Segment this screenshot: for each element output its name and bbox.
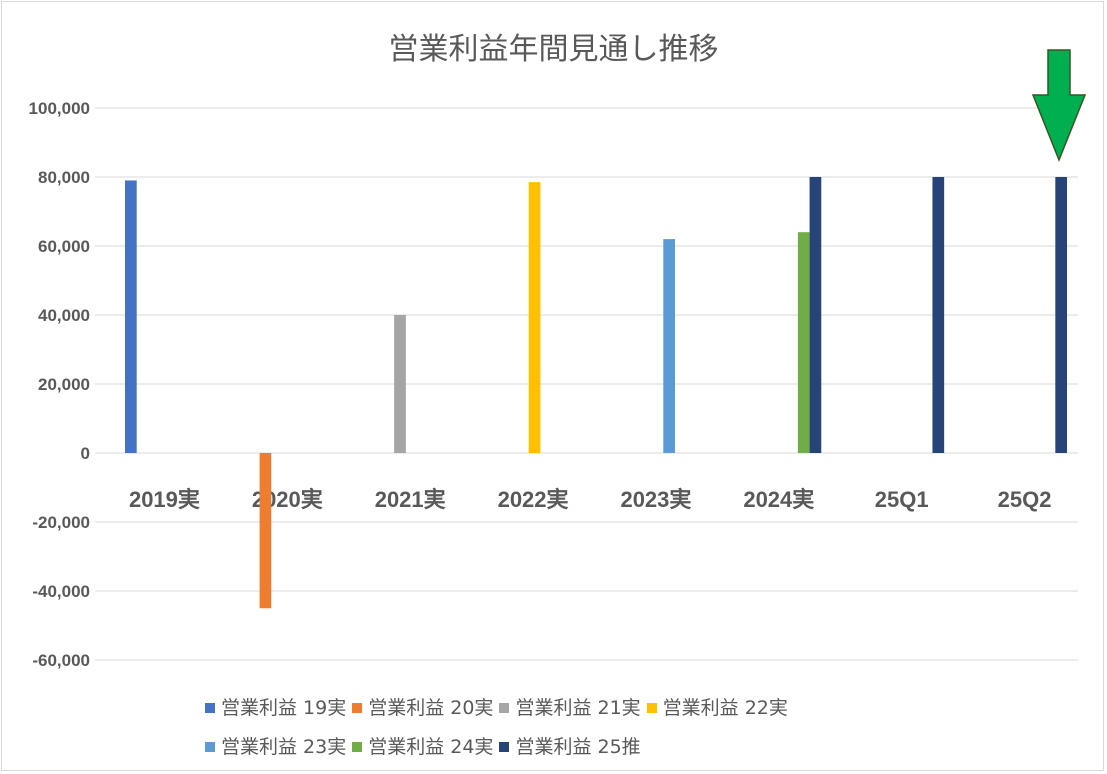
legend-label: 営業利益 25推 xyxy=(515,736,641,758)
y-tick-label: -20,000 xyxy=(32,513,90,532)
x-tick-label: 2024実 xyxy=(743,487,814,512)
x-tick-label: 2019実 xyxy=(129,487,200,512)
bar-営業利益-25推 xyxy=(809,177,822,453)
legend-swatch xyxy=(352,703,363,713)
x-tick-label: 25Q1 xyxy=(875,487,929,512)
x-tick-label: 2022実 xyxy=(498,487,569,512)
legend-item: 営業利益 24実 xyxy=(352,728,493,766)
legend-swatch xyxy=(499,703,510,713)
x-tick-label: 25Q2 xyxy=(998,487,1052,512)
bar-営業利益-22実 xyxy=(528,182,541,454)
legend-label: 営業利益 19実 xyxy=(221,697,347,719)
legend-label: 営業利益 21実 xyxy=(515,697,641,719)
y-tick-label: 0 xyxy=(81,444,90,463)
y-tick-label: -60,000 xyxy=(32,651,90,670)
legend-swatch xyxy=(646,703,657,713)
legend-item: 営業利益 23実 xyxy=(205,728,346,766)
legend-swatch xyxy=(352,742,363,752)
legend-item: 営業利益 22実 xyxy=(646,689,788,727)
x-tick-label: 2023実 xyxy=(620,487,691,512)
down-arrow-icon xyxy=(1031,49,1087,163)
bar-営業利益-25推 xyxy=(1055,177,1068,453)
y-tick-label: 100,000 xyxy=(29,99,90,118)
legend: 営業利益 19実 営業利益 20実 営業利益 21実 営業利益 22実営業利益 23実… xyxy=(205,688,925,766)
legend-label: 営業利益 23実 xyxy=(221,736,347,758)
bar-営業利益-20実 xyxy=(259,453,272,609)
chart-title: 営業利益年間見通し推移 xyxy=(388,32,719,67)
legend-swatch xyxy=(499,742,510,752)
legend-swatch xyxy=(205,742,215,752)
y-tick-label: 20,000 xyxy=(38,375,90,394)
y-tick-label: 40,000 xyxy=(38,306,90,325)
legend-item: 営業利益 20実 xyxy=(352,689,493,727)
bar-営業利益-19実 xyxy=(125,180,137,453)
bar-営業利益-21実 xyxy=(394,315,406,453)
y-tick-label: -40,000 xyxy=(32,582,90,601)
bar-営業利益-25推 xyxy=(932,177,945,453)
x-tick-label: 2021実 xyxy=(375,487,446,512)
legend-item: 営業利益 21実 xyxy=(499,689,641,727)
y-tick-label: 80,000 xyxy=(38,168,90,187)
legend-swatch xyxy=(205,703,215,713)
legend-label: 営業利益 22実 xyxy=(662,697,788,719)
legend-item: 営業利益 25推 xyxy=(499,728,641,766)
legend-label: 営業利益 20実 xyxy=(368,697,494,719)
bar-営業利益-23実 xyxy=(663,239,675,453)
bar-営業利益-24実 xyxy=(797,232,810,453)
legend-label: 営業利益 24実 xyxy=(368,736,494,758)
y-tick-label: 60,000 xyxy=(38,237,90,256)
legend-item: 営業利益 19実 xyxy=(205,689,346,727)
